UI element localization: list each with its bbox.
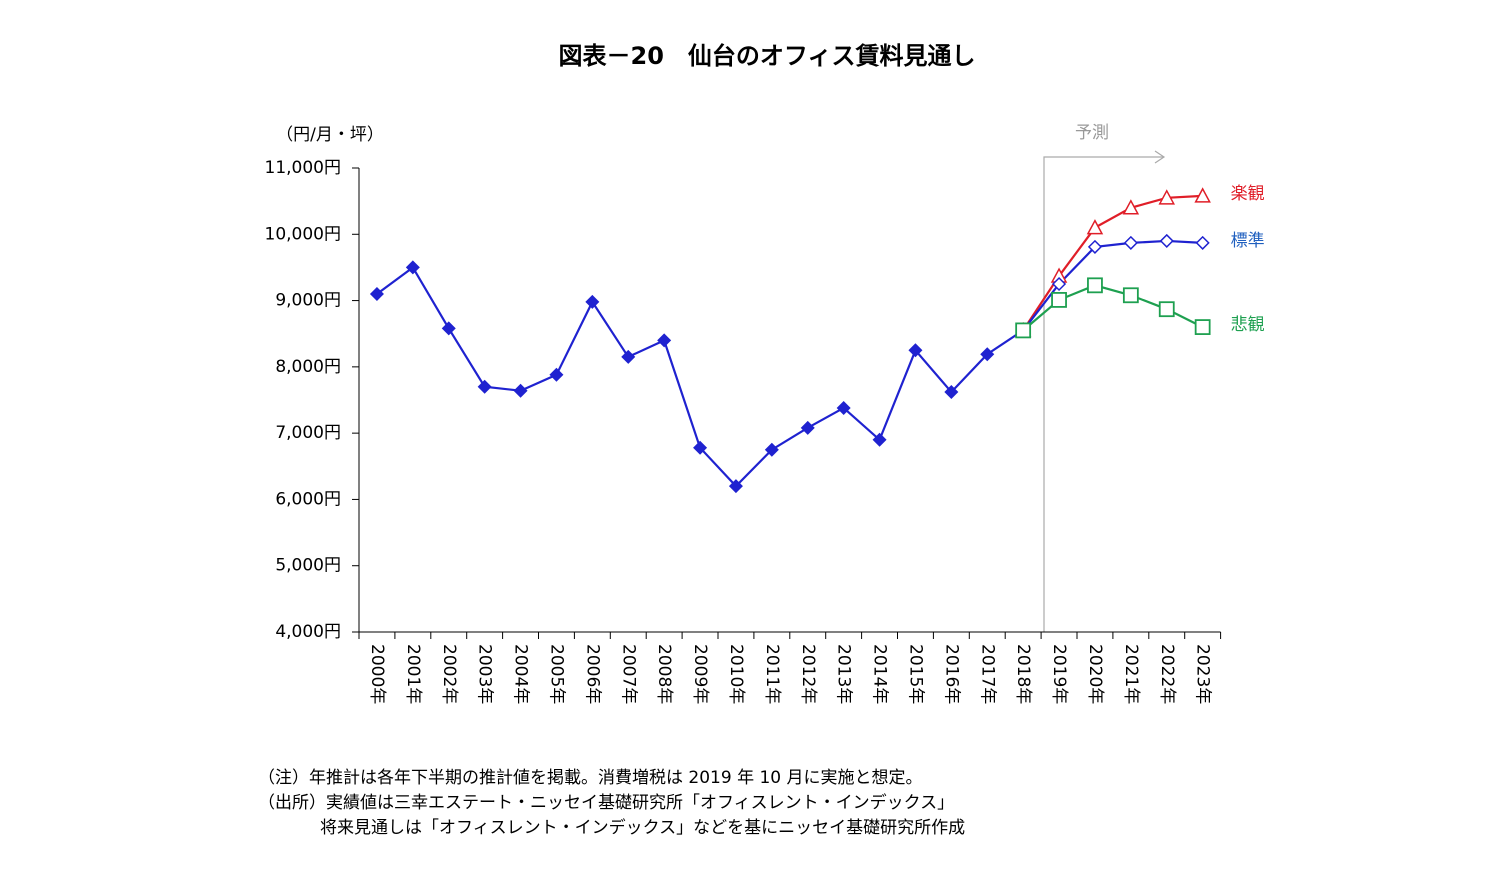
point <box>477 379 492 394</box>
x-tick-label: 2000年 <box>367 644 387 704</box>
forecast-label: 予測 <box>1075 123 1109 143</box>
y-tick-label: 9,000円 <box>275 291 341 311</box>
point <box>1051 292 1067 308</box>
point <box>944 385 959 400</box>
point <box>1051 276 1067 292</box>
forecast-divider <box>1043 156 1163 632</box>
point <box>1194 187 1211 203</box>
point <box>1159 233 1174 248</box>
point <box>980 347 995 362</box>
x-tick-label: 2018年 <box>1013 644 1033 704</box>
y-tick-label: 4,000円 <box>275 622 341 642</box>
series-label: 悲観 <box>1231 315 1265 335</box>
x-tick-label: 2020年 <box>1085 644 1105 704</box>
point <box>800 420 815 435</box>
y-tick-label: 6,000円 <box>275 489 341 509</box>
y-tick-label: 5,000円 <box>275 556 341 576</box>
y-tick-label: 11,000円 <box>265 158 341 178</box>
x-tick-label: 2002年 <box>439 644 459 704</box>
point <box>1195 235 1210 250</box>
x-tick-label: 2023年 <box>1193 644 1213 704</box>
point <box>513 383 528 398</box>
x-tick-label: 2022年 <box>1157 644 1177 704</box>
x-tick-label: 2004年 <box>511 644 531 704</box>
point <box>657 333 672 348</box>
point <box>1123 235 1138 250</box>
x-tick-label: 2019年 <box>1049 644 1069 704</box>
point <box>1015 322 1032 339</box>
note: （注）年推計は各年下半期の推計値を掲載。消費増税は 2019 年 10 月に実施… <box>258 768 923 788</box>
point <box>1087 239 1103 254</box>
y-tick-label: 8,000円 <box>275 357 341 377</box>
x-tick-label: 2014年 <box>870 644 890 704</box>
chart-title: 図表－20 仙台のオフィス賃料見通し <box>559 42 976 70</box>
point <box>693 440 708 455</box>
note: （出所）実績値は三幸エステート・ニッセイ基礎研究所「オフィスレント・インデックス… <box>258 792 954 813</box>
series-label: 楽観 <box>1231 184 1265 204</box>
point <box>872 432 887 447</box>
y-tick-label: 10,000円 <box>265 224 341 244</box>
point <box>1194 319 1211 335</box>
forecast-arrow <box>1154 150 1166 164</box>
point <box>1122 287 1139 304</box>
point <box>369 286 384 301</box>
point <box>1086 219 1104 235</box>
point <box>836 400 851 415</box>
x-tick-label: 2008年 <box>654 644 674 704</box>
x-tick-label: 2017年 <box>977 644 997 704</box>
x-tick-label: 2012年 <box>798 644 818 704</box>
x-tick-label: 2016年 <box>941 644 961 704</box>
series-line <box>1022 239 1203 332</box>
x-tick-label: 2015年 <box>905 644 925 704</box>
series-line <box>1022 284 1204 332</box>
x-tick-label: 2003年 <box>475 644 495 704</box>
x-tick-label: 2001年 <box>403 644 423 704</box>
point <box>1122 199 1140 215</box>
x-tick-label: 2010年 <box>726 644 746 704</box>
point <box>908 343 923 358</box>
point <box>728 479 743 494</box>
x-tick-label: 2011年 <box>762 644 782 704</box>
y-tick-label: 7,000円 <box>275 423 341 443</box>
point <box>1158 301 1175 318</box>
point <box>764 442 779 457</box>
x-tick-label: 2009年 <box>690 644 710 704</box>
y-axis-label: （円/月・坪） <box>276 125 384 145</box>
x-tick-label: 2013年 <box>834 644 854 704</box>
point <box>441 321 456 336</box>
x-tick-label: 2007年 <box>618 644 638 704</box>
x-tick-label: 2006年 <box>582 644 602 704</box>
point <box>405 260 420 275</box>
x-tick-label: 2005年 <box>546 644 566 704</box>
point <box>1158 189 1176 205</box>
point <box>1087 277 1103 294</box>
point <box>549 367 564 382</box>
series-label: 標準 <box>1231 231 1265 251</box>
point <box>621 349 636 364</box>
series-line <box>1022 194 1203 332</box>
note: 将来見通しは「オフィスレント・インデックス」などを基にニッセイ基礎研究所作成 <box>320 817 965 838</box>
point <box>585 294 600 309</box>
x-tick-label: 2021年 <box>1121 644 1141 704</box>
